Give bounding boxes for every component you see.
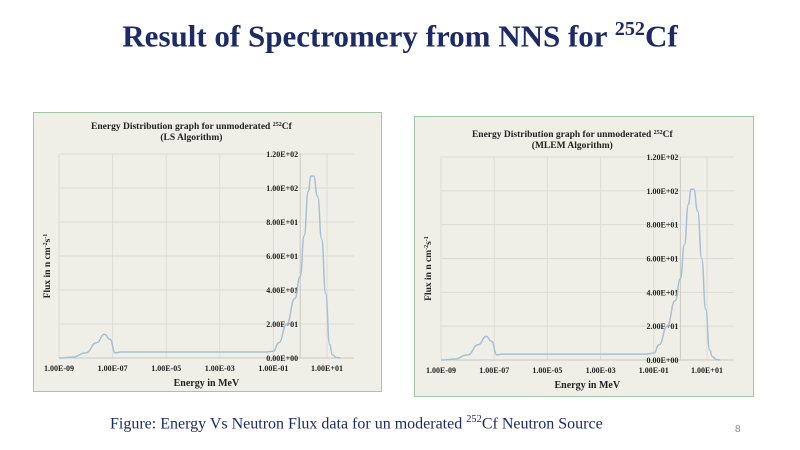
y-tick-label: 0.00E+00 [266,354,298,363]
chart-ls-algorithm: 1.00E-09 1.00E-07 1.00E-05 1.00E-03 1.00E-01… [33,112,382,392]
y-tick-label: 4.00E+01 [266,286,298,295]
x-axis-label: Energy in MeV [555,380,621,391]
x-tick-label: 1.00E+01 [691,366,723,375]
y-axis-label: Flux in n cm-2s-1 [43,234,53,299]
chart-mlem-algorithm: 1.00E-09 1.00E-07 1.00E-05 1.00E-03 1.00E-01… [414,116,754,397]
y-tick-label: 8.00E+01 [266,218,298,227]
y-tick-label: 6.00E+01 [266,252,298,261]
y-tick-label: 2.00E+01 [646,322,678,331]
x-tick-label: 1.00E-01 [639,366,669,375]
x-tick-label: 1.00E-05 [151,364,181,373]
y-tick-label: 8.00E+01 [646,221,678,230]
x-tick-label: 1.00E-09 [426,366,456,375]
x-axis-label: Energy in MeV [174,378,240,389]
series-line-flux [440,188,721,361]
x-tick-label: 1.00E-09 [44,364,74,373]
chart-subtitle: (MLEM Algorithm) [532,140,613,151]
y-tick-label: 0.00E+00 [646,356,678,365]
x-tick-label: 1.00E+01 [311,364,343,373]
chart-title: Energy Distribution graph for unmoderate… [91,122,293,132]
x-tick-label: 1.00E-05 [532,366,562,375]
x-tick-label: 1.00E-01 [258,364,288,373]
chart-subtitle: (LS Algorithm) [160,132,222,143]
x-tick-label: 1.00E-03 [205,364,235,373]
y-axis-label: Flux in n cm-2s-1 [424,236,434,301]
y-tick-label: 2.00E+01 [266,320,298,329]
y-tick-label: 1.00E+02 [266,184,298,193]
y-tick-label: 4.00E+01 [646,288,678,297]
page-number: 8 [735,424,741,435]
figure-caption: Figure: Energy Vs Neutron Flux data for … [110,414,603,433]
x-tick-label: 1.00E-07 [479,366,509,375]
y-tick-label: 6.00E+01 [646,255,678,264]
x-tick-label: 1.00E-07 [98,364,128,373]
chart-title: Energy Distribution graph for unmoderate… [472,130,674,140]
series-line-flux [58,175,341,359]
x-tick-label: 1.00E-03 [586,366,616,375]
slide-title: Result of Spectromery from NNS for 252Cf [122,18,678,54]
y-tick-label: 1.20E+02 [646,153,678,162]
y-tick-label: 1.00E+02 [646,187,678,196]
y-tick-label: 1.20E+02 [266,150,298,159]
